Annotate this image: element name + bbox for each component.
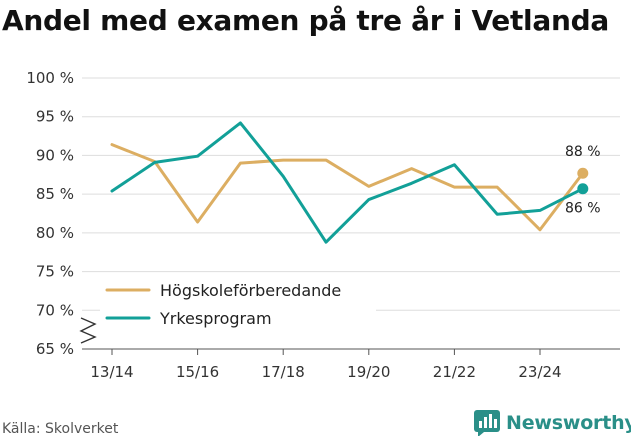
legend-label-1: Yrkesprogram	[159, 309, 272, 328]
series-end-label-0: 88 %	[565, 144, 601, 160]
x-tick-label: 15/16	[176, 363, 219, 381]
y-tick-label: 65 %	[36, 340, 74, 358]
chart-title: Andel med examen på tre år i Vetlanda	[2, 4, 609, 37]
brand-name: Newsworthy	[506, 412, 631, 434]
legend-background	[100, 274, 376, 338]
y-tick-label: 100 %	[26, 69, 74, 87]
x-axis: 13/14 15/16 17/18 19/20 21/22 23/24	[79, 317, 620, 381]
legend: Högskoleförberedande Yrkesprogram	[100, 274, 376, 338]
y-tick-label: 85 %	[36, 185, 74, 203]
x-tick-label: 21/22	[433, 363, 476, 381]
y-tick-label: 75 %	[36, 263, 74, 281]
y-axis: 65 % 70 % 75 % 80 % 85 % 90 % 95 % 100 %	[26, 69, 74, 358]
y-tick-label: 90 %	[36, 146, 74, 164]
x-tick-label: 17/18	[262, 363, 305, 381]
y-tick-label: 80 %	[36, 224, 74, 242]
series-line-0	[110, 143, 585, 232]
series-end-point-0	[577, 167, 589, 179]
newsworthy-logo-icon	[474, 410, 500, 436]
x-tick-label: 23/24	[518, 363, 561, 381]
x-tick-label: 13/14	[90, 363, 133, 381]
x-tick-label: 19/20	[347, 363, 390, 381]
source-note: Källa: Skolverket	[2, 421, 119, 437]
series-end-point-1	[577, 183, 589, 195]
axis-break-icon	[79, 317, 97, 344]
series-line-1	[110, 121, 585, 244]
brand-logo[interactable]: Newsworthy	[474, 408, 631, 438]
y-tick-label: 70 %	[36, 301, 74, 319]
series-end-label-1: 86 %	[565, 201, 601, 217]
series-lines: 88 % 86 %	[110, 121, 601, 244]
legend-label-0: Högskoleförberedande	[160, 281, 341, 300]
y-tick-label: 95 %	[36, 108, 74, 126]
